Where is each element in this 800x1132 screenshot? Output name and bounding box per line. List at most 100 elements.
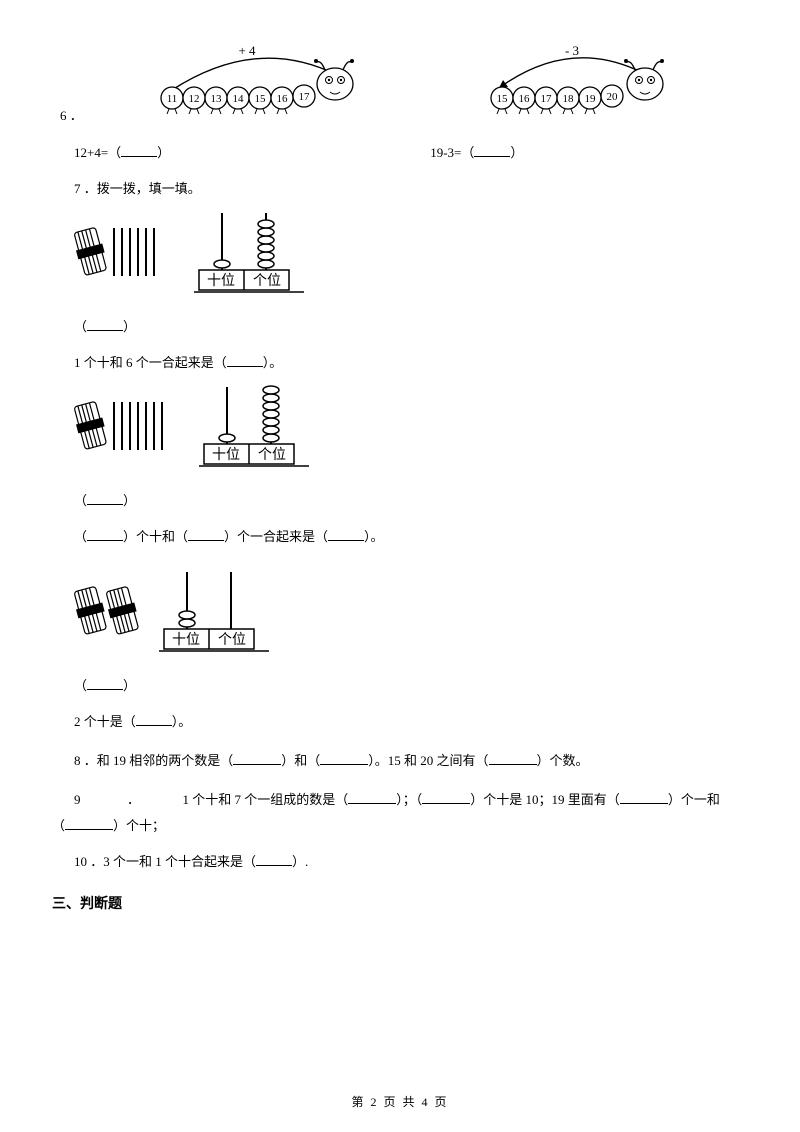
svg-text:16: 16 — [276, 93, 288, 105]
svg-text:16: 16 — [518, 93, 530, 105]
blank-input[interactable] — [620, 791, 668, 804]
blank-input[interactable] — [87, 318, 123, 331]
blank-input[interactable] — [121, 144, 157, 157]
eq-left: 12+4=（ ） — [74, 142, 170, 161]
caterpillar-right: - 3 15 16 17 18 19 20 — [477, 40, 687, 124]
text-a: 8 ．和 19 相邻的两个数是（ — [74, 753, 233, 768]
section-3-title: 三、判断题 — [52, 893, 740, 913]
text-b: ）。 — [263, 355, 283, 370]
q6-equations: 12+4=（ ） 19-3=（ ） — [74, 142, 740, 161]
blank-input[interactable] — [65, 817, 113, 830]
page-footer: 第 2 页 共 4 页 — [0, 1093, 800, 1110]
caterpillar-left: + 4 11 12 13 14 15 16 17 — [147, 40, 367, 124]
footer-c: 页 共 — [383, 1095, 416, 1109]
footer-e: 页 — [435, 1095, 449, 1109]
text-b: ）和（ — [281, 753, 320, 768]
q7-blank-3: （） — [74, 675, 740, 694]
blank-input[interactable] — [87, 492, 123, 505]
svg-text:14: 14 — [232, 93, 244, 105]
svg-text:个位: 个位 — [253, 273, 281, 289]
svg-text:十位: 十位 — [212, 447, 240, 463]
svg-text:11: 11 — [166, 93, 177, 105]
svg-text:17: 17 — [540, 93, 552, 105]
q7-line1: 1 个十和 6 个一合起来是（ ）。 — [74, 353, 740, 374]
blank-input[interactable] — [87, 677, 123, 690]
text-b: ）个十和（ — [123, 529, 188, 544]
q9-num: 9 — [74, 792, 81, 807]
paren-open: （ — [74, 678, 87, 693]
text-c: ）个一合起来是（ — [224, 529, 328, 544]
blank-input[interactable] — [87, 528, 123, 541]
footer-a: 第 — [351, 1095, 365, 1109]
eq-left-close: ） — [157, 145, 170, 160]
body-segments: 11 12 13 14 15 16 17 — [161, 85, 315, 109]
paren-close: ） — [123, 678, 136, 693]
text-a: 1 个十和 7 个一组成的数是（ — [183, 792, 349, 807]
text-a: （ — [74, 529, 87, 544]
svg-text:20: 20 — [606, 91, 618, 103]
svg-text:15: 15 — [254, 93, 266, 105]
text-b: ）；（ — [396, 792, 422, 807]
svg-text:十位: 十位 — [172, 632, 200, 648]
svg-text:15: 15 — [496, 93, 508, 105]
q7-line2: （ ）个十和（ ）个一合起来是（ ）。 — [74, 527, 740, 548]
text-a: 2 个十是（ — [74, 714, 136, 729]
text-d: ）。 — [364, 529, 384, 544]
blank-input[interactable] — [348, 791, 396, 804]
q9-cont: （ ）个十； — [52, 815, 740, 834]
blank-input[interactable] — [227, 354, 263, 367]
text-f: ）个十； — [113, 818, 165, 833]
blank-input[interactable] — [328, 528, 364, 541]
eq-left-text: 12+4=（ — [74, 145, 121, 160]
q8: 8 ．和 19 相邻的两个数是（ ）和（ ）。15 和 20 之间有（ ）个数。 — [74, 751, 740, 772]
text-c: ）。15 和 20 之间有（ — [368, 753, 488, 768]
q7-line3: 2 个十是（ ）。 — [74, 712, 740, 733]
svg-text:12: 12 — [188, 93, 199, 105]
blank-input[interactable] — [320, 752, 368, 765]
blank-input[interactable] — [233, 752, 281, 765]
paren-open: （ — [74, 493, 87, 508]
svg-text:13: 13 — [210, 93, 222, 105]
svg-text:- 3: - 3 — [565, 43, 579, 58]
text-e: （ — [52, 818, 65, 833]
footer-page-total: 4 — [422, 1095, 430, 1109]
blank-input[interactable] — [136, 713, 172, 726]
eq-right: 19-3=（ ） — [430, 142, 523, 161]
paren-open: （ — [74, 319, 87, 334]
text-a: 1 个十和 6 个一合起来是（ — [74, 355, 227, 370]
abacus-3: 十位 个位 — [64, 567, 740, 661]
q10: 10 ．3 个一和 1 个十合起来是（ ）. — [74, 852, 740, 873]
q6-number: 6 ． — [60, 105, 83, 124]
text-b: ）。 — [172, 714, 192, 729]
op-label: + 4 — [238, 43, 256, 58]
q6-row: 6 ． + 4 11 12 13 14 15 16 17 — [60, 40, 740, 124]
blank-input[interactable] — [188, 528, 224, 541]
text-c: ）个十是 10；19 里面有（ — [470, 792, 620, 807]
svg-text:个位: 个位 — [218, 632, 246, 648]
blank-input[interactable] — [256, 853, 292, 866]
footer-page-current: 2 — [370, 1095, 378, 1109]
blank-input[interactable] — [474, 144, 510, 157]
blank-input[interactable] — [489, 752, 537, 765]
svg-text:18: 18 — [562, 93, 574, 105]
text-d: ）个数。 — [537, 753, 589, 768]
svg-text:17: 17 — [298, 91, 310, 103]
q7-title: 7 ．拨一拨，填一填。 — [74, 179, 740, 200]
eq-right-text: 19-3=（ — [430, 145, 474, 160]
q9: 9 ． 1 个十和 7 个一组成的数是（ ）；（ ）个十是 10；19 里面有（ ）个… — [74, 790, 740, 811]
svg-text:十位: 十位 — [207, 273, 235, 289]
svg-text:个位: 个位 — [258, 447, 286, 463]
abacus-1: 十位 个位 — [64, 208, 740, 302]
paren-close: ） — [123, 319, 136, 334]
text-b: ）. — [292, 854, 308, 869]
q7-blank-2: （） — [74, 490, 740, 509]
text-d: ）个一和 — [668, 792, 720, 807]
q7-blank-1: （） — [74, 316, 740, 335]
abacus-2: 十位 个位 — [64, 382, 740, 476]
paren-close: ） — [123, 493, 136, 508]
eq-right-close: ） — [510, 145, 523, 160]
q9-dot: ． — [127, 792, 140, 807]
svg-text:19: 19 — [584, 93, 596, 105]
text-a: 10 ．3 个一和 1 个十合起来是（ — [74, 854, 256, 869]
blank-input[interactable] — [422, 791, 470, 804]
